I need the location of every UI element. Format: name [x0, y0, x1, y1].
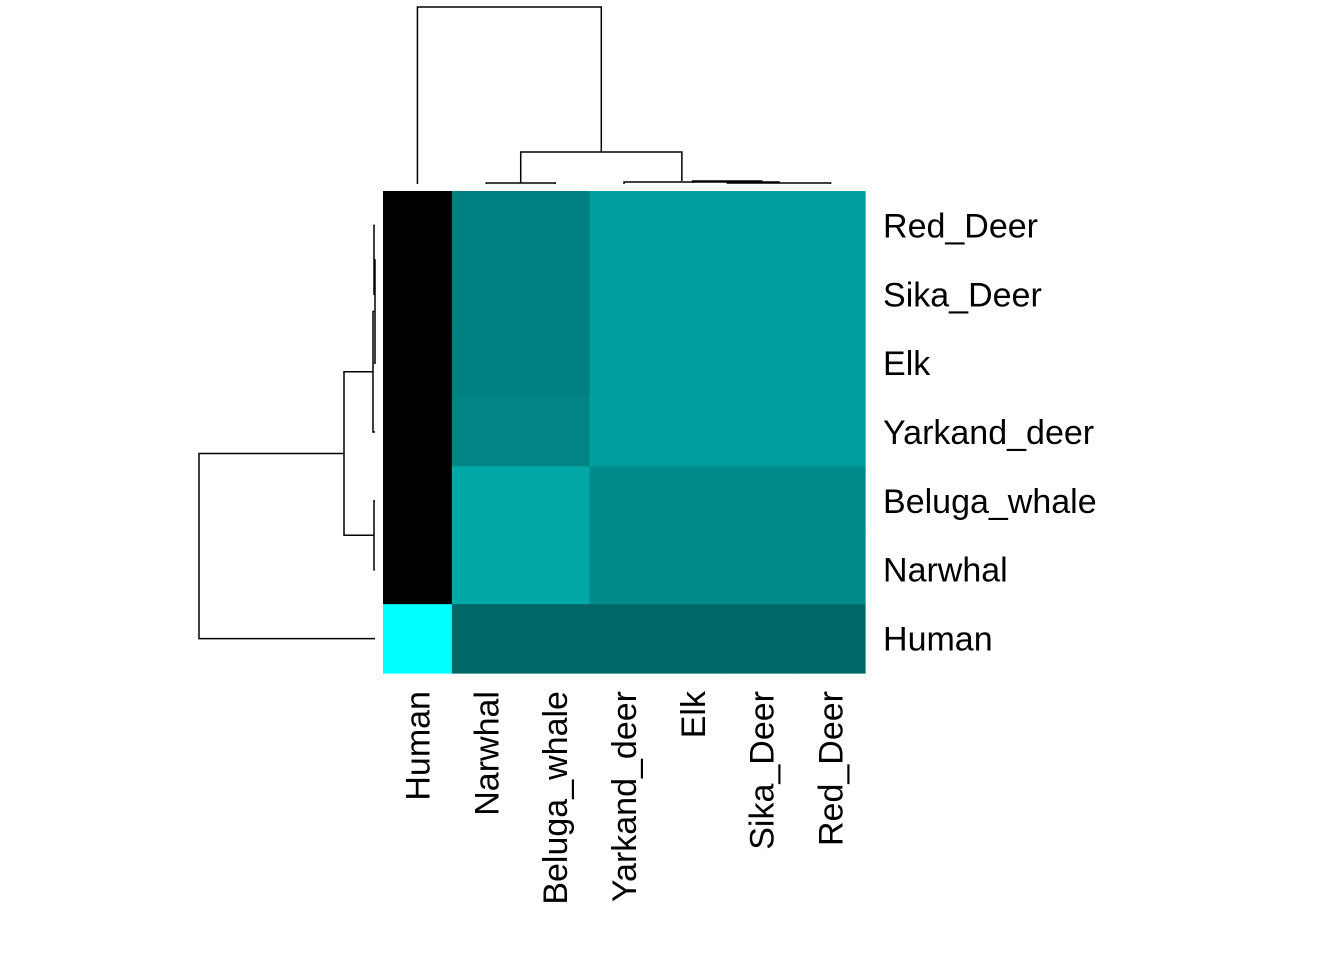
row-dendrogram [198, 224, 376, 640]
cell-yarkand-deer-beluga-whale [520, 397, 591, 468]
row-label-narwhal: Narwhal [883, 552, 1008, 590]
cell-yarkand-deer-red-deer [796, 397, 866, 468]
cell-red-deer-narwhal [451, 191, 522, 261]
row-label-red-deer: Red_Deer [883, 207, 1038, 245]
cell-human-yarkand-deer [589, 604, 660, 674]
cell-narwhal-red-deer [796, 535, 866, 605]
cell-beluga-whale-human [383, 466, 453, 536]
cell-yarkand-deer-yarkand-deer [589, 397, 660, 468]
cell-narwhal-human [383, 535, 453, 605]
cell-red-deer-beluga-whale [520, 191, 591, 261]
cell-red-deer-yarkand-deer [589, 191, 660, 261]
cell-elk-red-deer [796, 328, 866, 399]
cell-narwhal-elk [658, 535, 728, 605]
cell-narwhal-beluga-whale [520, 535, 591, 605]
row-label-yarkand-deer: Yarkand_deer [883, 414, 1094, 452]
cell-sika-deer-elk [658, 259, 728, 330]
cell-beluga-whale-elk [658, 466, 728, 536]
cell-sika-deer-beluga-whale [520, 259, 591, 330]
cell-beluga-whale-red-deer [796, 466, 866, 536]
heatmap-cells [383, 191, 866, 674]
cell-elk-sika-deer [727, 328, 797, 399]
cell-sika-deer-human [383, 259, 453, 330]
column-label-elk: Elk [675, 690, 713, 738]
row-label-elk: Elk [883, 345, 931, 383]
cell-human-elk [658, 604, 728, 674]
cell-sika-deer-narwhal [451, 259, 522, 330]
col-link-whales-deer [519, 151, 683, 183]
column-label-sika-deer: Sika_Deer [744, 691, 782, 850]
cell-sika-deer-sika-deer [727, 259, 797, 330]
col-link-yarkand [623, 181, 780, 184]
cell-yarkand-deer-elk [658, 397, 728, 468]
cell-human-beluga-whale [520, 604, 591, 674]
cell-human-sika-deer [727, 604, 797, 674]
cell-red-deer-sika-deer [727, 191, 797, 261]
row-label-beluga-whale: Beluga_whale [883, 483, 1097, 521]
cell-sika-deer-yarkand-deer [589, 259, 660, 330]
cell-red-deer-elk [658, 191, 728, 261]
cell-red-deer-red-deer [796, 191, 866, 261]
row-label-sika-deer: Sika_Deer [883, 276, 1042, 314]
cell-elk-narwhal [451, 328, 522, 399]
row-labels: Red_Deer Sika_Deer Elk Yarkand_deer Beluga_w… [883, 207, 1097, 658]
column-labels: Human Narwhal Beluga_whale Yarkand_deer Elk S… [399, 690, 850, 905]
cell-beluga-whale-yarkand-deer [589, 466, 660, 536]
cell-yarkand-deer-narwhal [451, 397, 522, 468]
col-link-human-rest [416, 6, 603, 184]
cell-sika-deer-red-deer [796, 259, 866, 330]
cell-yarkand-deer-sika-deer [727, 397, 797, 468]
cell-elk-beluga-whale [520, 328, 591, 399]
cell-human-human [383, 604, 453, 674]
column-label-yarkand-deer: Yarkand_deer [606, 691, 644, 902]
column-label-beluga-whale: Beluga_whale [537, 691, 575, 905]
column-dendrogram [416, 6, 832, 184]
column-label-human: Human [399, 691, 437, 801]
cell-beluga-whale-beluga-whale [520, 466, 591, 536]
column-label-narwhal: Narwhal [468, 691, 506, 816]
row-link-whales [373, 500, 375, 571]
column-label-red-deer: Red_Deer [813, 691, 851, 846]
row-label-human: Human [883, 621, 993, 659]
cell-red-deer-human [383, 191, 453, 261]
cell-elk-yarkand-deer [589, 328, 660, 399]
cell-elk-human [383, 328, 453, 399]
row-link-rest-human [198, 452, 375, 640]
cell-human-red-deer [796, 604, 866, 674]
cell-yarkand-deer-human [383, 397, 453, 468]
cell-elk-elk [658, 328, 728, 399]
cell-human-narwhal [451, 604, 522, 674]
cell-narwhal-narwhal [451, 535, 522, 605]
col-link-whales [485, 182, 556, 184]
cell-beluga-whale-narwhal [451, 466, 522, 536]
cell-narwhal-yarkand-deer [589, 535, 660, 605]
cell-beluga-whale-sika-deer [727, 466, 797, 536]
cell-narwhal-sika-deer [727, 535, 797, 605]
row-link-deer-whales [343, 371, 374, 537]
